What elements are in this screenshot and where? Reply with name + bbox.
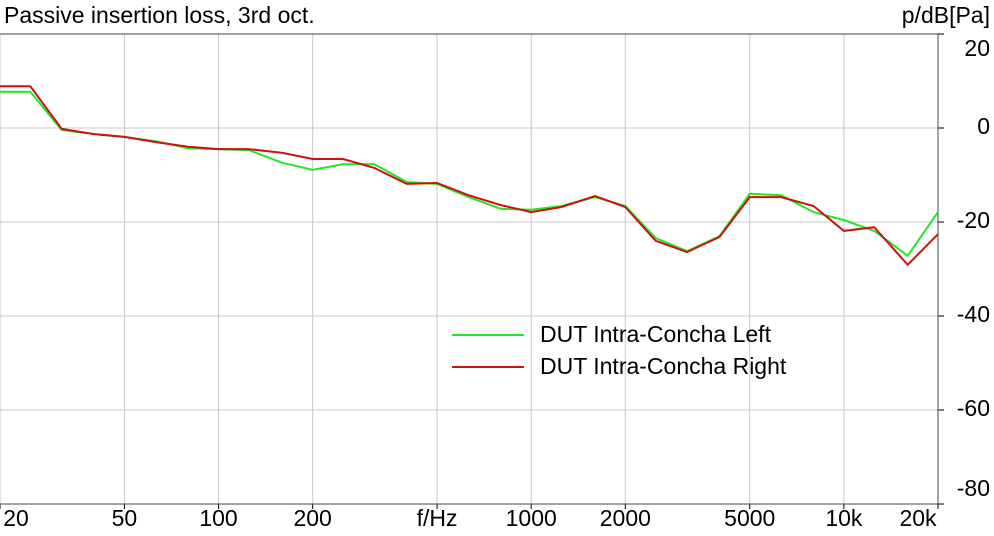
legend-label: DUT Intra-Concha Left: [540, 321, 772, 347]
legend-label: DUT Intra-Concha Right: [540, 353, 787, 379]
y-tick-label: -40: [957, 301, 990, 327]
y-tick-label: 0: [977, 113, 990, 139]
x-tick-label: 1000: [506, 505, 557, 531]
x-tick-label: 200: [293, 505, 331, 531]
x-tick-label: 20: [3, 505, 29, 531]
data-line: [0, 90, 939, 258]
x-tick-label: 20k: [899, 505, 937, 531]
y-tick-label: -20: [957, 207, 990, 233]
x-tick-label: 50: [112, 505, 138, 531]
data-line: [0, 85, 939, 267]
x-tick-label: 10k: [825, 505, 863, 531]
x-tick-label: 100: [199, 505, 237, 531]
y-tick-label: 20: [964, 35, 990, 61]
x-tick-label: 2000: [600, 505, 651, 531]
chart-title: Passive insertion loss, 3rd oct.: [4, 2, 315, 28]
x-tick-label: 5000: [724, 505, 775, 531]
y-axis-label: p/dB[Pa]: [902, 2, 990, 28]
y-tick-label: -80: [957, 475, 990, 501]
x-tick-label: f/Hz: [417, 505, 458, 531]
y-tick-label: -60: [957, 395, 990, 421]
